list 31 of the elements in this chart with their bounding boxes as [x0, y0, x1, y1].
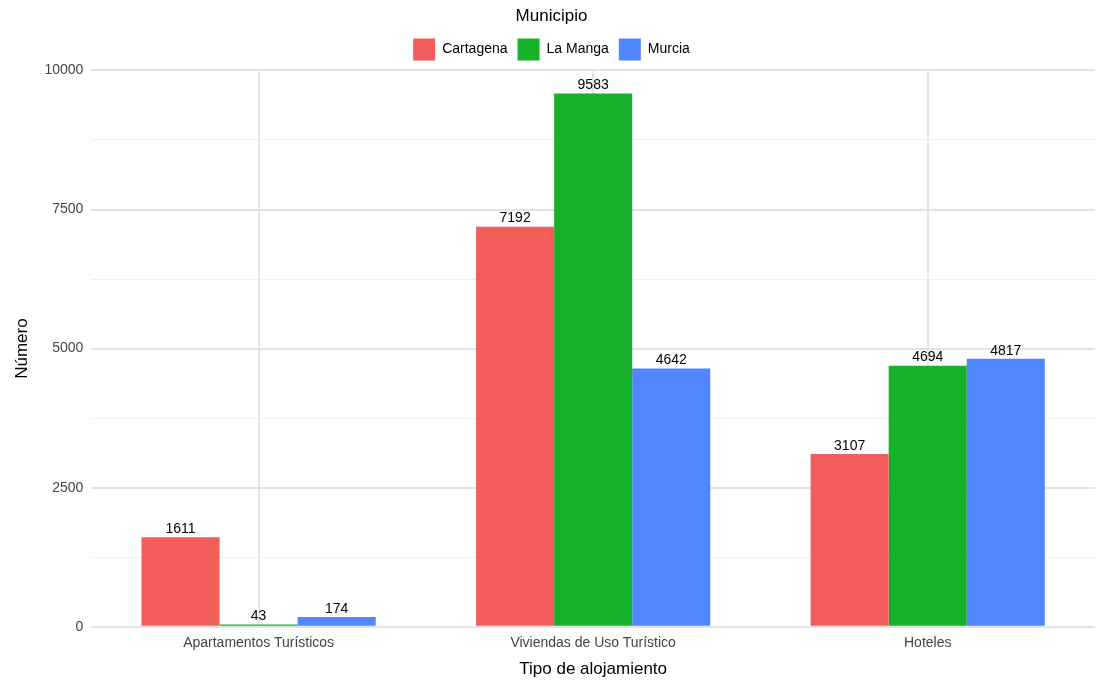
y-axis-title: Número [11, 318, 31, 379]
y-tick-label: 0 [75, 617, 84, 634]
bar [476, 226, 555, 626]
bar [141, 537, 220, 626]
legend-title: Municipio [515, 6, 588, 26]
bar [632, 368, 711, 626]
x-tick-label: Viviendas de Uso Turístico [510, 634, 677, 651]
x-axis-title: Tipo de alojamiento [519, 659, 668, 679]
bar [966, 358, 1045, 626]
data-label: 9583 [577, 76, 609, 93]
bar [297, 617, 376, 626]
bar [810, 453, 889, 626]
x-tick-label: Hoteles [903, 634, 952, 651]
x-tick-label: Apartamentos Turísticos [183, 634, 335, 651]
legend-label: Cartagena [442, 40, 508, 57]
y-tick-label: 2500 [52, 478, 84, 495]
legend-label: Murcia [647, 40, 691, 57]
y-tick-label: 10000 [44, 61, 84, 78]
data-label: 3107 [834, 436, 866, 453]
data-label: 43 [250, 607, 267, 624]
legend-label: La Manga [546, 40, 610, 57]
bar [888, 365, 967, 626]
bar [554, 93, 633, 626]
data-label: 4817 [990, 341, 1022, 358]
data-label: 1611 [165, 520, 196, 537]
data-label: 7192 [499, 209, 531, 226]
y-tick-label: 5000 [52, 339, 84, 356]
data-label: 4642 [655, 351, 688, 368]
data-label: 174 [324, 599, 349, 616]
data-label: 4694 [912, 348, 944, 365]
y-tick-label: 7500 [52, 200, 84, 217]
